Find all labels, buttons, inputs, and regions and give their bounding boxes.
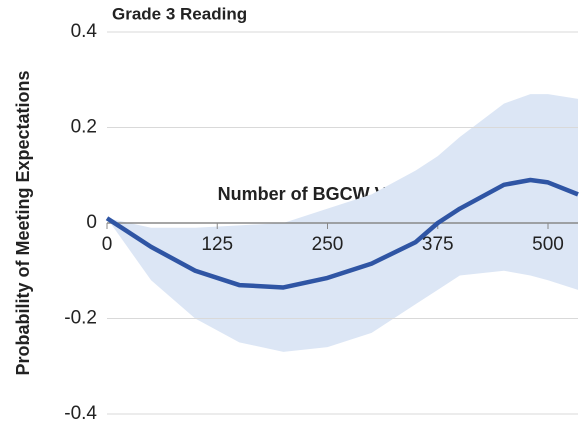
x-tick-label: 0 [102,234,113,255]
line [105,177,579,290]
x-tick-label: 125 [201,234,233,255]
y-axis-title: Probability of Meeting Expectations [13,70,33,375]
y-tick-label: 0.2 [71,117,97,138]
x-tick-label: 250 [312,234,344,255]
y-tick-label: 0 [86,212,97,233]
y-tick-label: -0.2 [64,308,97,329]
y-tick-label: -0.4 [64,403,97,424]
x-tick-label: 375 [422,234,454,255]
y-tick-label: 0.4 [71,21,98,42]
x-tick-label: 500 [532,234,564,255]
chart-title: Grade 3 Reading [112,4,247,23]
